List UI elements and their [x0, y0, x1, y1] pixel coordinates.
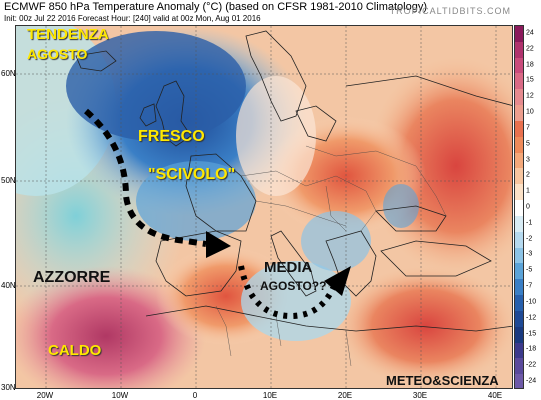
colorbar [514, 25, 524, 389]
colorbar-segment [515, 105, 523, 122]
colorbar-tick-label: 3 [526, 156, 530, 164]
coastlines [75, 30, 512, 332]
colorbar-tick-label: 10 [526, 108, 534, 116]
colorbar-segment [515, 120, 523, 138]
colorbar-segment [515, 310, 523, 328]
anomaly-map [15, 25, 513, 389]
colorbar-tick-label: -24 [526, 377, 537, 385]
colorbar-tick-label: 18 [526, 61, 534, 69]
map-subtitle: Init: 00z Jul 22 2016 Forecast Hour: [24… [4, 14, 261, 23]
colorbar-segment [515, 136, 523, 154]
cool-balkans [383, 184, 419, 228]
warm-southeast [336, 266, 512, 386]
map-title: ECMWF 850 hPa Temperature Anomaly (°C) (… [4, 1, 427, 13]
colorbar-segment [515, 231, 523, 249]
annotation-caldo: CALDO [48, 342, 102, 359]
forecast-arrow [84, 108, 351, 320]
annotation-scivolo: "SCIVOLO" [148, 166, 236, 183]
colorbar-segment [515, 326, 523, 343]
colorbar-segment [515, 342, 523, 359]
colorbar-segment [515, 247, 523, 264]
annotation-media-agosto: AGOSTO?? [260, 279, 327, 293]
colorbar-tick-label: -22 [526, 361, 537, 369]
colorbar-tick-label: -10 [526, 298, 537, 306]
colorbar-tick-label: 22 [526, 45, 534, 53]
country-borders [215, 145, 447, 367]
colorbar-tick-label: 24 [526, 29, 534, 37]
colorbar-segment [515, 279, 523, 296]
colorbar-segment [515, 73, 523, 90]
colorbar-tick-label: 1 [526, 187, 530, 195]
colorbar-segment [515, 41, 523, 59]
lat-label-30n: 30N [1, 383, 16, 392]
site-watermark: TROPICALTIDBITS.COM [389, 6, 511, 16]
colorbar-segment [515, 184, 523, 201]
colorbar-tick-label: 7 [526, 124, 530, 132]
lon-label-20w: 20W [36, 391, 54, 400]
annotation-media: MEDIA [264, 259, 313, 276]
lat-label-40n: 40N [1, 281, 16, 290]
lon-label-10e: 10E [262, 391, 278, 400]
colorbar-tick-label: -2 [526, 235, 533, 243]
annotation-fresco: FRESCO [138, 128, 205, 145]
colorbar-segment [515, 168, 523, 185]
cool-core [66, 31, 246, 141]
colorbar-segment [515, 358, 523, 375]
annotation-tendenza: TENDENZA [27, 26, 109, 43]
lon-label-10w: 10W [111, 391, 129, 400]
arrow-head-east [324, 266, 351, 296]
neutral-band [236, 76, 316, 196]
colorbar-tick-label: 0 [526, 203, 530, 211]
cool-central-med [241, 261, 351, 341]
colorbar-tick-label: -12 [526, 314, 537, 322]
colorbar-tick-label: -18 [526, 345, 537, 353]
colorbar-segment [515, 57, 523, 74]
lon-label-20e: 20E [337, 391, 353, 400]
lon-label-30e: 30E [412, 391, 428, 400]
cool-southern-lobe [136, 161, 256, 241]
colorbar-tick-label: 2 [526, 171, 530, 179]
annotation-agosto: AGOSTO [27, 46, 88, 62]
colorbar-tick-label: -15 [526, 330, 537, 338]
map-canvas [16, 26, 512, 388]
cool-adriatic [301, 211, 371, 271]
colorbar-segment [515, 295, 523, 312]
annotation-credit: METEO&SCIENZA [386, 373, 499, 388]
colorbar-tick-label: 5 [526, 140, 530, 148]
lat-label-60n: 60N [1, 69, 16, 78]
colorbar-segment [515, 152, 523, 169]
colorbar-tick-label: -3 [526, 250, 533, 258]
colorbar-segment [515, 200, 523, 217]
lon-label-0: 0 [192, 391, 198, 400]
arrow-head-west [206, 231, 231, 258]
colorbar-tick-label: 15 [526, 76, 534, 84]
annotation-azzorre: AZZORRE [33, 269, 111, 286]
colorbar-segment [515, 374, 523, 388]
colorbar-tick-label: -7 [526, 282, 533, 290]
lat-label-50n: 50N [1, 176, 16, 185]
colorbar-segment [515, 215, 523, 233]
colorbar-segment [515, 263, 523, 280]
lon-label-40e: 40E [487, 391, 503, 400]
colorbar-segment [515, 26, 523, 43]
colorbar-tick-label: -1 [526, 219, 533, 227]
colorbar-tick-label: -5 [526, 266, 533, 274]
colorbar-tick-label: 12 [526, 92, 534, 100]
colorbar-segment [515, 89, 523, 106]
